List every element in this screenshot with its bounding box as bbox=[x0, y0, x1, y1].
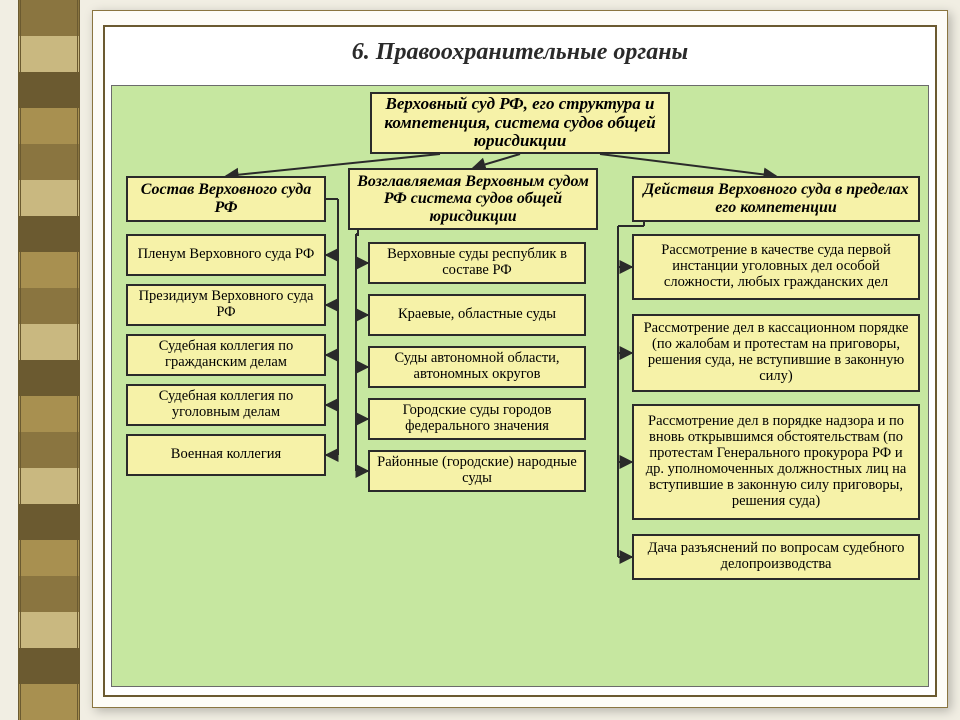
col-b-item-2: Суды автономной области, автономных окру… bbox=[368, 346, 586, 388]
col-b-item-3: Городские суды городов федерального знач… bbox=[368, 398, 586, 440]
col-a-header: Состав Верховного суда РФ bbox=[126, 176, 326, 222]
col-b-item-0: Верховные суды республик в составе РФ bbox=[368, 242, 586, 284]
col-a-item-1: Президиум Верховного суда РФ bbox=[126, 284, 326, 326]
page-frame: 6. Правоохранительные органы Верховный с… bbox=[92, 10, 948, 708]
col-b-item-1: Краевые, областные суды bbox=[368, 294, 586, 336]
col-c-item-2: Рассмотрение дел в порядке надзора и по … bbox=[632, 404, 920, 520]
decorative-side-strip bbox=[18, 0, 80, 720]
col-c-item-1: Рассмотрение дел в кассационном порядке … bbox=[632, 314, 920, 392]
col-c-item-0: Рассмотрение в качестве суда первой инст… bbox=[632, 234, 920, 300]
col-a-item-0: Пленум Верховного суда РФ bbox=[126, 234, 326, 276]
col-a-item-2: Судебная коллегия по гражданским делам bbox=[126, 334, 326, 376]
org-chart: Верховный суд РФ, его структура и компет… bbox=[111, 85, 929, 687]
col-b-item-4: Районные (городские) народные суды bbox=[368, 450, 586, 492]
col-c-header: Действия Верховного суда в пределах его … bbox=[632, 176, 920, 222]
page-title: 6. Правоохранительные органы bbox=[105, 39, 935, 66]
col-a-item-3: Судебная коллегия по уголовным делам bbox=[126, 384, 326, 426]
page-inner: 6. Правоохранительные органы Верховный с… bbox=[103, 25, 937, 697]
col-b-header: Возглавляемая Верховным судом РФ система… bbox=[348, 168, 598, 230]
col-c-item-3: Дача разъяснений по вопросам судебного д… bbox=[632, 534, 920, 580]
col-a-item-4: Военная коллегия bbox=[126, 434, 326, 476]
root-node: Верховный суд РФ, его структура и компет… bbox=[370, 92, 670, 154]
